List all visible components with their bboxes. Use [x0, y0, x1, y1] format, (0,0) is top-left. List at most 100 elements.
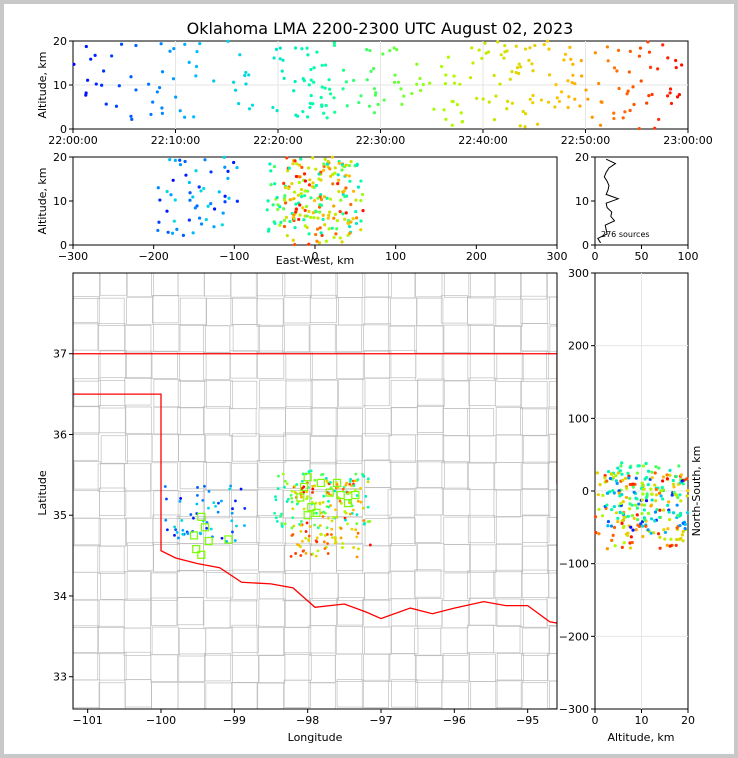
source-point [227, 196, 231, 200]
county-boundary [73, 652, 99, 681]
source-point [294, 113, 298, 117]
source-point [680, 479, 684, 483]
source-point [650, 498, 654, 502]
county-boundary [334, 324, 363, 353]
county-boundary [151, 626, 179, 655]
source-point [209, 527, 213, 531]
county-boundary [124, 377, 152, 406]
county-boundary [151, 681, 179, 709]
source-point [172, 47, 176, 51]
county-boundary [203, 653, 232, 682]
source-point [316, 216, 320, 220]
altitude-histogram-panel: 276 sources 0 10 20 0 50 100 [575, 151, 699, 263]
ns-altitude-ylabel: North-South, km [690, 446, 703, 537]
source-point [323, 534, 327, 537]
source-point [616, 48, 621, 52]
source-point [307, 534, 311, 538]
county-boundary [123, 600, 151, 629]
source-point [597, 81, 601, 86]
source-point [349, 477, 352, 481]
source-point [328, 167, 332, 171]
source-point [659, 494, 663, 498]
county-boundary [494, 462, 522, 491]
source-point [348, 512, 352, 516]
source-point [361, 209, 365, 213]
source-point [285, 234, 289, 238]
source-point [355, 494, 359, 497]
county-boundary [285, 406, 313, 435]
source-point [671, 482, 676, 486]
source-point [286, 169, 290, 173]
county-boundary [230, 350, 258, 379]
county-boundary [73, 296, 100, 325]
source-point [209, 202, 213, 206]
county-boundary [283, 542, 311, 571]
source-point [609, 472, 613, 476]
source-point [273, 511, 277, 515]
source-point [621, 511, 625, 515]
county-boundary [230, 489, 259, 518]
county-boundary [202, 490, 230, 519]
source-point [302, 507, 306, 511]
county-boundary [335, 435, 363, 465]
plan-view-map-panel: Longitude Latitude 33 34 35 36 37 −101 −100 −99… [36, 272, 558, 744]
source-point [606, 519, 611, 524]
lma-station-marker [299, 482, 309, 492]
source-point [175, 531, 179, 534]
source-point [355, 216, 359, 220]
county-boundary [203, 325, 231, 354]
source-point [338, 236, 342, 240]
source-point [234, 499, 237, 503]
source-point [207, 506, 210, 510]
source-point [333, 110, 337, 114]
time-alt-x-tick-label: 22:50:00 [561, 134, 610, 147]
county-boundary [153, 324, 181, 353]
source-point [230, 511, 234, 515]
source-point [679, 473, 683, 477]
county-boundary [179, 297, 208, 326]
source-point [608, 476, 613, 481]
source-point [332, 41, 336, 45]
source-point [646, 511, 651, 515]
county-boundary [205, 434, 233, 463]
source-point [555, 96, 559, 100]
county-boundary [231, 624, 259, 654]
source-point [566, 79, 570, 83]
source-point [183, 42, 187, 46]
source-point [199, 532, 203, 536]
source-point [196, 493, 199, 497]
source-point [307, 209, 311, 214]
source-point [617, 86, 621, 91]
county-boundary [549, 489, 557, 518]
source-point [330, 519, 334, 523]
county-boundary [362, 599, 390, 628]
source-point [217, 190, 221, 194]
source-point [545, 39, 550, 43]
county-boundary [388, 434, 416, 463]
source-point [340, 168, 344, 172]
source-point [626, 514, 630, 518]
source-point [304, 551, 308, 555]
source-point [271, 105, 275, 110]
source-point [665, 543, 669, 547]
source-point [654, 493, 659, 497]
county-boundary [177, 380, 205, 409]
county-boundary [126, 517, 154, 546]
source-point [366, 480, 370, 484]
source-point [235, 524, 238, 528]
source-point [349, 220, 353, 224]
source-point [284, 201, 288, 205]
source-point [344, 518, 347, 522]
source-point [272, 56, 276, 60]
source-point [311, 487, 315, 491]
county-boundary [256, 682, 284, 709]
ns-altitude-xlabel: Altitude, km [607, 731, 674, 744]
source-point [677, 464, 681, 468]
source-point [295, 483, 299, 486]
county-boundary [177, 682, 205, 709]
county-boundary [73, 353, 99, 382]
source-point [352, 78, 356, 83]
county-boundary [521, 652, 549, 681]
source-point [212, 225, 216, 229]
source-point [600, 514, 605, 518]
